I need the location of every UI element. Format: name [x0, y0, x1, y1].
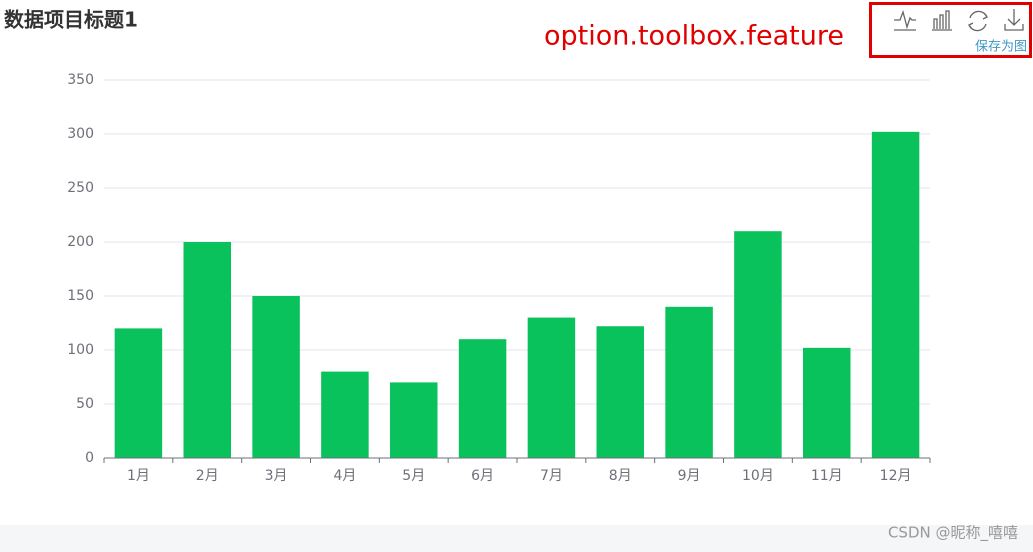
bar: [183, 242, 231, 458]
bar: [114, 328, 163, 458]
annotation: option.toolbox.feature: [544, 21, 844, 52]
x-tick-label: 7月: [540, 468, 563, 484]
bar: [321, 371, 369, 458]
y-tick-label: 300: [67, 126, 94, 142]
x-tick-label: 10月: [742, 468, 774, 484]
x-tick-label: 1月: [127, 468, 150, 484]
bar: [734, 231, 782, 458]
x-tick-label: 2月: [196, 468, 219, 484]
y-tick-label: 200: [67, 234, 94, 250]
toolbox-label[interactable]: 保存为图: [975, 40, 1027, 55]
toolbox: 保存为图: [894, 9, 1027, 55]
y-tick-label: 0: [85, 450, 94, 466]
y-tick-label: 250: [67, 180, 94, 196]
bar: [458, 339, 507, 458]
bar: [665, 306, 713, 458]
x-tick-label: 4月: [333, 468, 356, 484]
bar-icon[interactable]: [932, 10, 952, 31]
x-tick-label: 11月: [811, 468, 843, 484]
y-tick-label: 100: [67, 342, 94, 358]
y-tick-label: 350: [67, 72, 94, 88]
bar: [527, 317, 576, 458]
x-tick-label: 5月: [402, 468, 425, 484]
watermark: CSDN @昵称_嘻嘻: [888, 524, 1018, 543]
x-tick-label: 9月: [678, 468, 701, 484]
bar: [596, 326, 644, 458]
footer-band: [0, 525, 1033, 552]
y-tick-label: 150: [67, 288, 94, 304]
restore-icon[interactable]: [968, 10, 988, 32]
line-icon[interactable]: [894, 9, 916, 31]
x-tick-label: 6月: [471, 468, 494, 484]
annotation-box: [869, 2, 1032, 58]
bar: [871, 131, 920, 458]
x-tick-label: 8月: [609, 468, 632, 484]
bar: [803, 347, 851, 458]
chart-title: 数据项目标题1: [4, 8, 138, 32]
bar: [252, 296, 300, 458]
x-tick-label: 12月: [880, 468, 912, 484]
y-tick-label: 50: [76, 396, 94, 412]
bar: [390, 382, 438, 458]
save-icon[interactable]: [1004, 9, 1024, 31]
x-tick-label: 3月: [265, 468, 288, 484]
